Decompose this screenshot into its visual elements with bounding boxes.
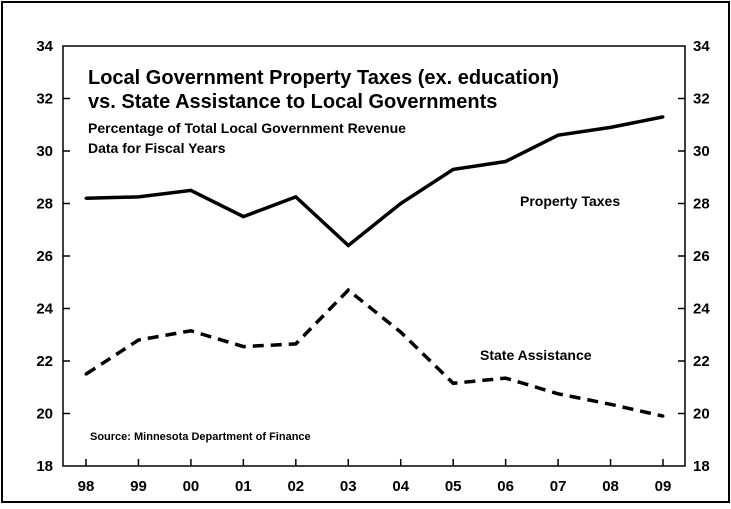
series-label-state-assistance: State Assistance (480, 347, 592, 363)
data-point-property-taxes (609, 125, 613, 129)
y-tick-label-right: 18 (693, 458, 710, 475)
data-point-property-taxes (294, 195, 298, 199)
x-tick-label: 04 (392, 478, 409, 495)
chart-subtitle-line-2: Data for Fiscal Years (88, 140, 226, 156)
y-tick-label-left: 20 (36, 406, 53, 423)
x-tick-label: 02 (287, 478, 304, 495)
series-line-state-assistance (85, 287, 664, 418)
x-tick-label: 08 (602, 478, 619, 495)
data-point-property-taxes (451, 167, 455, 171)
data-point-property-taxes (189, 188, 193, 192)
data-point-state-assistance (189, 329, 193, 333)
x-tick-label: 09 (655, 478, 672, 495)
data-point-state-assistance (136, 338, 140, 342)
x-tick-label: 07 (550, 478, 567, 495)
y-axis-right: 18 20 22 24 26 28 30 32 34 (678, 38, 710, 475)
chart-title-line-2: vs. State Assistance to Local Government… (88, 91, 497, 113)
data-point-state-assistance (346, 288, 350, 292)
data-point-state-assistance (661, 414, 665, 418)
y-tick-label-right: 34 (693, 38, 710, 55)
y-tick-label-left: 24 (36, 301, 53, 318)
y-tick-label-right: 32 (693, 91, 710, 108)
data-point-property-taxes (136, 195, 140, 199)
series-line-property-taxes (85, 115, 664, 248)
x-axis: 98 99 00 01 02 03 04 05 06 07 08 09 (78, 459, 672, 495)
y-tick-label-left: 22 (36, 353, 53, 370)
data-point-state-assistance (556, 392, 560, 396)
data-point-property-taxes (241, 215, 245, 219)
y-tick-label-left: 32 (36, 91, 53, 108)
y-tick-label-right: 20 (693, 406, 710, 423)
chart-subtitle-line-1: Percentage of Total Local Government Rev… (88, 120, 406, 136)
series-label-property-taxes: Property Taxes (520, 193, 620, 209)
y-tick-label-left: 28 (36, 196, 53, 213)
y-tick-label-left: 18 (36, 458, 53, 475)
x-tick-label: 99 (130, 478, 147, 495)
data-point-property-taxes (84, 196, 88, 200)
data-point-state-assistance (451, 381, 455, 385)
y-tick-label-left: 30 (36, 143, 53, 160)
x-tick-label: 06 (497, 478, 514, 495)
y-tick-label-right: 30 (693, 143, 710, 160)
y-tick-label-right: 26 (693, 248, 710, 265)
y-tick-label-right: 22 (693, 353, 710, 370)
source-note: Source: Minnesota Department of Finance (90, 431, 311, 443)
data-point-property-taxes (556, 133, 560, 137)
data-point-state-assistance (609, 402, 613, 406)
data-point-state-assistance (399, 330, 403, 334)
y-tick-label-left: 26 (36, 248, 53, 265)
data-point-state-assistance (294, 342, 298, 346)
series-layer (84, 115, 665, 418)
y-axis-left: 18 20 22 24 26 28 30 32 34 (36, 38, 70, 475)
y-tick-label-right: 28 (693, 196, 710, 213)
data-point-state-assistance (241, 345, 245, 349)
chart-title-line-1: Local Government Property Taxes (ex. edu… (88, 67, 559, 89)
y-tick-label-right: 24 (693, 301, 710, 318)
data-point-property-taxes (661, 115, 665, 119)
x-tick-label: 01 (235, 478, 252, 495)
data-point-state-assistance (504, 376, 508, 380)
y-tick-label-left: 34 (36, 38, 53, 55)
data-point-property-taxes (346, 244, 350, 247)
data-point-state-assistance (84, 372, 88, 376)
x-tick-label: 05 (445, 478, 462, 495)
x-tick-label: 00 (183, 478, 200, 495)
data-point-property-taxes (399, 202, 403, 205)
x-tick-label: 03 (340, 478, 357, 495)
data-point-property-taxes (504, 160, 508, 163)
x-tick-label: 98 (78, 478, 95, 495)
